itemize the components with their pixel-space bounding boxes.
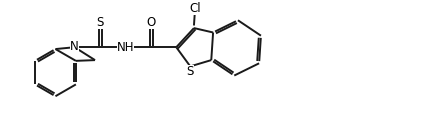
- Text: NH: NH: [117, 41, 134, 54]
- Text: N: N: [70, 40, 79, 53]
- Text: S: S: [97, 16, 104, 29]
- Text: Cl: Cl: [189, 2, 201, 15]
- Text: S: S: [187, 65, 194, 78]
- Text: O: O: [147, 16, 156, 29]
